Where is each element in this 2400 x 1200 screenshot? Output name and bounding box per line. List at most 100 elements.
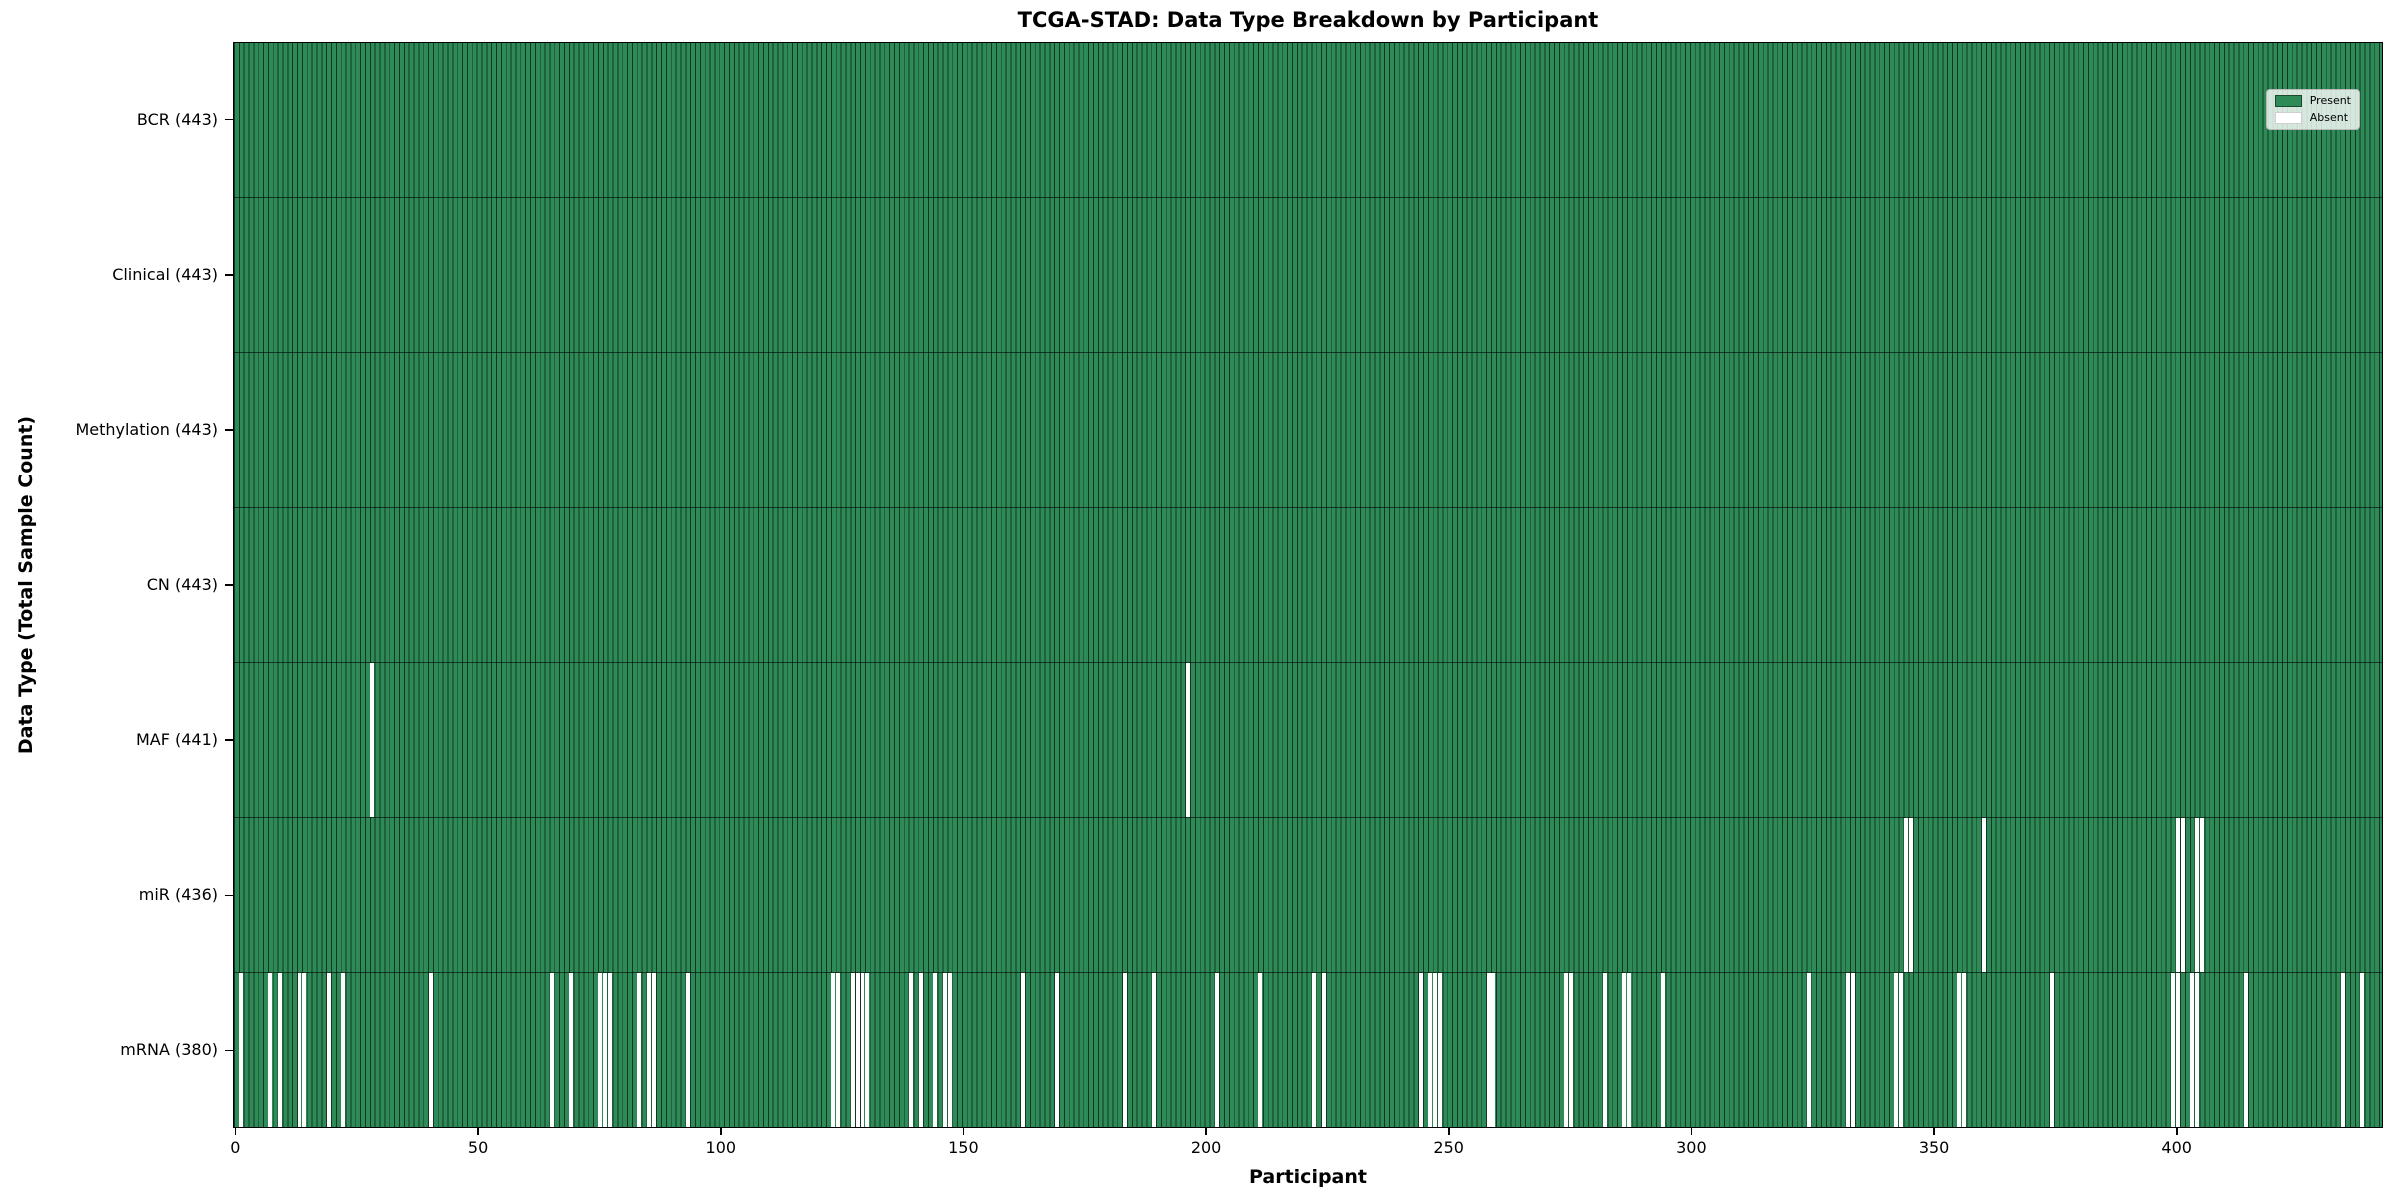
absent-bar: [909, 973, 913, 1127]
absent-bar: [1321, 973, 1326, 1127]
absent-bar: [428, 973, 433, 1127]
y-tick-label-mrna: mRNA (380): [120, 1040, 218, 1060]
x-tick-mark: [962, 1128, 965, 1135]
absent-bar: [2360, 973, 2365, 1127]
heatmap-rows: [234, 43, 2382, 1127]
y-tick-label-methylation: Methylation (443): [75, 419, 218, 439]
absent-bar: [646, 973, 651, 1127]
absent-bar: [370, 663, 375, 817]
absent-bar: [947, 973, 952, 1127]
absent-bar: [1433, 973, 1438, 1127]
absent-bar: [1564, 973, 1569, 1127]
chart-title: TCGA-STAD: Data Type Breakdown by Partic…: [1017, 8, 1599, 32]
x-tick-label-300: 300: [1676, 1138, 1707, 1157]
x-tick-label-150: 150: [948, 1138, 979, 1157]
legend-item-present: Present: [2274, 94, 2351, 107]
absent-bar: [637, 973, 642, 1127]
absent-bar: [302, 973, 307, 1127]
y-tick-mark: [225, 584, 233, 586]
y-tick-mark: [225, 429, 233, 431]
absent-bar: [1850, 973, 1855, 1127]
heatmap-row-methylation: [234, 352, 2382, 507]
absent-bar: [943, 973, 947, 1127]
legend: Present Absent: [2265, 89, 2360, 130]
x-tick-label-350: 350: [1918, 1138, 1950, 1157]
absent-bar: [1214, 973, 1219, 1127]
legend-label-present: Present: [2309, 94, 2351, 107]
absent-bar: [1661, 973, 1666, 1127]
y-tick-mark: [225, 894, 233, 896]
absent-bar: [1491, 973, 1496, 1127]
x-tick-label-250: 250: [1433, 1138, 1464, 1157]
absent-bar: [685, 973, 690, 1127]
absent-bar: [598, 973, 603, 1127]
absent-bar: [1903, 818, 1908, 972]
y-tick-label-cn: CN (443): [146, 575, 218, 594]
y-tick-mark: [225, 739, 233, 741]
absent-bar: [933, 973, 938, 1127]
absent-bar: [2175, 973, 2180, 1127]
legend-label-absent: Absent: [2309, 111, 2349, 124]
absent-bar: [2049, 973, 2054, 1127]
absent-bar: [918, 973, 923, 1127]
absent-bar: [850, 973, 855, 1127]
y-axis-label: Data Type (Total Sample Count): [15, 415, 37, 755]
absent-bar: [326, 973, 331, 1127]
x-tick-mark: [234, 1128, 237, 1135]
absent-bar: [831, 973, 836, 1127]
absent-bar: [1622, 973, 1627, 1127]
absent-bar: [1603, 973, 1607, 1127]
absent-bar: [2180, 818, 2185, 972]
x-tick-mark: [1690, 1128, 1693, 1135]
x-tick-label-100: 100: [705, 1138, 737, 1157]
absent-bar: [1428, 973, 1433, 1127]
heatmap-row-maf: [234, 662, 2382, 817]
absent-bar: [1151, 973, 1156, 1127]
absent-bar: [1899, 973, 1904, 1127]
absent-bar: [2195, 818, 2200, 972]
y-tick-label-mir: miR (436): [138, 885, 218, 905]
absent-bar: [1981, 818, 1986, 972]
heatmap-row-mrna: [234, 972, 2382, 1127]
absent-bar: [1845, 973, 1850, 1127]
x-tick-label-0: 0: [230, 1138, 241, 1157]
heatmap-row-clinical: [234, 197, 2382, 352]
absent-bar: [865, 973, 870, 1127]
absent-bar: [651, 973, 656, 1127]
y-tick-label-maf: MAF (441): [135, 730, 218, 750]
y-tick-mark: [225, 274, 233, 276]
absent-bar: [1908, 818, 1913, 972]
absent-bar: [608, 973, 613, 1127]
absent-bar: [2200, 818, 2204, 972]
x-tick-label-50: 50: [467, 1138, 489, 1157]
absent-bar: [1627, 973, 1632, 1127]
y-tick-mark: [225, 1049, 233, 1052]
heatmap-row-cn: [234, 507, 2382, 662]
absent-bar: [836, 973, 841, 1127]
absent-bar: [297, 973, 302, 1127]
absent-bar: [1894, 973, 1899, 1127]
x-tick-label-200: 200: [1190, 1138, 1222, 1157]
absent-bar: [1054, 973, 1059, 1127]
plot-area: Present Absent: [233, 42, 2383, 1128]
absent-bar: [278, 973, 283, 1127]
x-tick-mark: [477, 1128, 479, 1135]
absent-bar: [1020, 973, 1025, 1127]
absent-bar: [569, 973, 574, 1127]
absent-bar: [2195, 973, 2200, 1127]
absent-bar: [1957, 973, 1962, 1127]
absent-bar: [1418, 973, 1423, 1127]
y-tick-mark: [225, 118, 233, 121]
absent-bar: [1486, 973, 1491, 1127]
x-tick-mark: [1933, 1128, 1935, 1135]
absent-bar: [1122, 973, 1127, 1127]
absent-bar: [2340, 973, 2345, 1127]
y-tick-label-clinical: Clinical (443): [112, 264, 218, 284]
absent-bar: [603, 973, 608, 1127]
absent-bar: [2243, 973, 2248, 1127]
x-tick-mark: [1448, 1128, 1450, 1135]
absent-bar: [239, 973, 244, 1127]
absent-bar: [1185, 663, 1190, 817]
absent-bar: [2170, 973, 2175, 1127]
